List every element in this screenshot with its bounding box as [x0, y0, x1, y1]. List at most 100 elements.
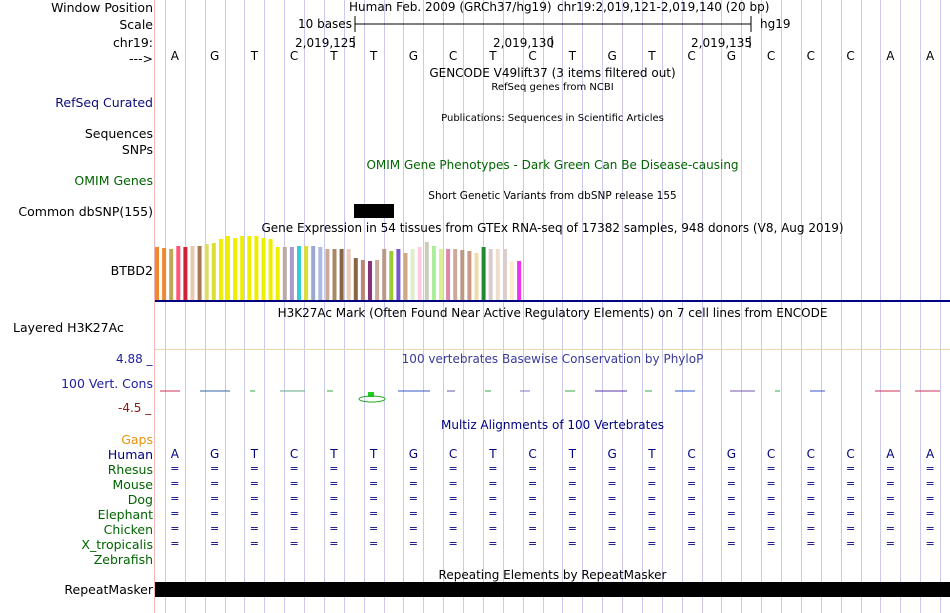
gtex-tissue-bar[interactable]	[218, 239, 223, 300]
gtex-tissue-bar[interactable]	[360, 260, 365, 300]
gtex-tissue-bar[interactable]	[226, 236, 230, 300]
gtex-tissue-bar[interactable]	[162, 248, 167, 300]
strand-arrow-label[interactable]: --->	[128, 51, 153, 66]
gtex-tissue-bar[interactable]	[439, 249, 443, 300]
sequence-base: C	[448, 49, 458, 63]
gtex-tissue-bar[interactable]	[346, 249, 351, 300]
scale-text: 10 bases	[298, 17, 352, 31]
gtex-tissue-bar[interactable]	[431, 246, 436, 300]
gtex-tissue-bar[interactable]	[304, 246, 309, 300]
gtex-tissue-bar[interactable]	[247, 236, 252, 300]
gtex-tissue-bar[interactable]	[197, 246, 202, 300]
species-label-elephant[interactable]: Elephant	[97, 507, 153, 522]
phylop-track-title[interactable]: 100 vertebrates Basewise Conservation by…	[401, 352, 704, 366]
gtex-tissue-bar[interactable]	[502, 249, 507, 300]
gtex-bar-chart[interactable]	[155, 236, 950, 300]
species-label-zebrafish[interactable]: Zebrafish	[93, 552, 153, 567]
gtex-tissue-bar[interactable]	[233, 238, 238, 300]
gtex-tissue-bar[interactable]	[368, 261, 372, 300]
gtex-tissue-bar[interactable]	[424, 242, 429, 300]
phylop-signal[interactable]	[155, 384, 950, 404]
gtex-track-label[interactable]: BTBD2	[110, 263, 153, 278]
species-label-human[interactable]: Human	[107, 447, 153, 462]
alignment-match: =	[925, 492, 935, 505]
gtex-tissue-bar[interactable]	[403, 253, 408, 300]
gtex-tissue-bar[interactable]	[311, 246, 316, 300]
gtex-tissue-bar[interactable]	[389, 251, 394, 300]
species-label-rhesus[interactable]: Rhesus	[107, 462, 153, 477]
alignment-match: =	[210, 492, 220, 505]
gtex-tissue-bar[interactable]	[460, 250, 465, 300]
gtex-tissue-bar[interactable]	[190, 246, 195, 300]
scale-bar	[353, 16, 752, 48]
gtex-tissue-bar[interactable]	[510, 261, 514, 300]
species-label-mouse[interactable]: Mouse	[112, 477, 153, 492]
alignment-base: C	[846, 447, 855, 461]
gaps-label[interactable]: Gaps	[121, 432, 153, 447]
gtex-tissue-bar[interactable]	[318, 247, 323, 300]
gtex-tissue-bar[interactable]	[417, 247, 422, 300]
gtex-tissue-bar[interactable]	[289, 247, 294, 300]
phylop-track-label[interactable]: 100 Vert. Cons	[61, 376, 153, 391]
gtex-tissue-bar[interactable]	[446, 249, 451, 300]
gtex-tissue-bar[interactable]	[275, 247, 280, 300]
snps-track-label[interactable]: SNPs	[121, 142, 153, 157]
alignment-match: =	[369, 522, 379, 535]
gtex-tissue-bar[interactable]	[211, 243, 216, 300]
h3k27ac-track-title[interactable]: H3K27Ac Mark (Often Found Near Active Re…	[277, 306, 828, 320]
gtex-tissue-bar[interactable]	[183, 247, 188, 300]
repeat-element[interactable]	[155, 582, 950, 597]
gtex-tissue-bar[interactable]	[176, 246, 181, 300]
alignment-match: =	[567, 537, 577, 550]
gtex-tissue-bar[interactable]	[481, 247, 486, 300]
gtex-tissue-bar[interactable]	[268, 239, 273, 300]
omim-track-label[interactable]: OMIM Genes	[74, 173, 153, 188]
gtex-tissue-bar[interactable]	[467, 251, 472, 300]
gtex-tissue-bar[interactable]	[254, 236, 259, 300]
gtex-tissue-bar[interactable]	[261, 238, 266, 300]
gtex-tissue-bar[interactable]	[495, 249, 500, 300]
omim-track-title[interactable]: OMIM Gene Phenotypes - Dark Green Can Be…	[366, 158, 739, 172]
dbsnp-track-title[interactable]: Short Genetic Variants from dbSNP releas…	[428, 190, 677, 202]
gencode-track-title[interactable]: GENCODE V49lift37 (3 items filtered out)	[429, 66, 676, 80]
gtex-tissue-bar[interactable]	[382, 249, 387, 300]
alignment-base: A	[926, 447, 935, 461]
alignment-match: =	[647, 492, 657, 505]
dbsnp-track-label[interactable]: Common dbSNP(155)	[18, 204, 153, 219]
species-label-chicken[interactable]: Chicken	[103, 522, 153, 537]
multiz-track-title[interactable]: Multiz Alignments of 100 Vertebrates	[440, 418, 665, 432]
gtex-tissue-bar[interactable]	[517, 261, 522, 300]
gtex-track-title[interactable]: Gene Expression in 54 tissues from GTEx …	[261, 221, 844, 235]
gtex-tissue-bar[interactable]	[204, 244, 209, 300]
refseq-track-label[interactable]: RefSeq Curated	[55, 95, 153, 110]
publications-track-title[interactable]: Publications: Sequences in Scientific Ar…	[441, 113, 664, 124]
gtex-tissue-bar[interactable]	[453, 249, 458, 300]
gtex-tissue-bar[interactable]	[155, 247, 159, 300]
alignment-match: =	[766, 507, 776, 520]
gtex-tissue-bar[interactable]	[332, 249, 337, 300]
alignment-match: =	[846, 522, 856, 535]
repeatmasker-track-label[interactable]: RepeatMasker	[64, 582, 153, 597]
gtex-tissue-bar[interactable]	[297, 246, 301, 300]
dbsnp-variant[interactable]	[354, 204, 394, 218]
refseq-track-title[interactable]: RefSeq genes from NCBI	[491, 82, 614, 93]
gtex-tissue-bar[interactable]	[474, 253, 479, 300]
sequences-track-label[interactable]: Sequences	[84, 126, 153, 141]
gtex-tissue-bar[interactable]	[339, 249, 344, 300]
gtex-tissue-bar[interactable]	[396, 249, 401, 300]
alignment-match: =	[647, 522, 657, 535]
species-label-x_tropicalis[interactable]: X_tropicalis	[81, 537, 153, 552]
gtex-tissue-bar[interactable]	[410, 249, 415, 300]
h3k27ac-track-label[interactable]: Layered H3K27Ac	[13, 320, 124, 335]
repeatmasker-track-title[interactable]: Repeating Elements by RepeatMasker	[438, 568, 667, 582]
gtex-tissue-bar[interactable]	[169, 249, 174, 300]
gtex-tissue-bar[interactable]	[240, 236, 245, 300]
species-label-dog[interactable]: Dog	[127, 492, 153, 507]
gtex-tissue-bar[interactable]	[282, 247, 287, 300]
alignment-match: =	[329, 522, 339, 535]
gtex-tissue-bar[interactable]	[353, 258, 358, 300]
gtex-tissue-bar[interactable]	[325, 249, 330, 300]
gtex-tissue-bar[interactable]	[488, 249, 493, 300]
gtex-tissue-bar[interactable]	[375, 260, 380, 300]
alignment-match: =	[170, 537, 180, 550]
